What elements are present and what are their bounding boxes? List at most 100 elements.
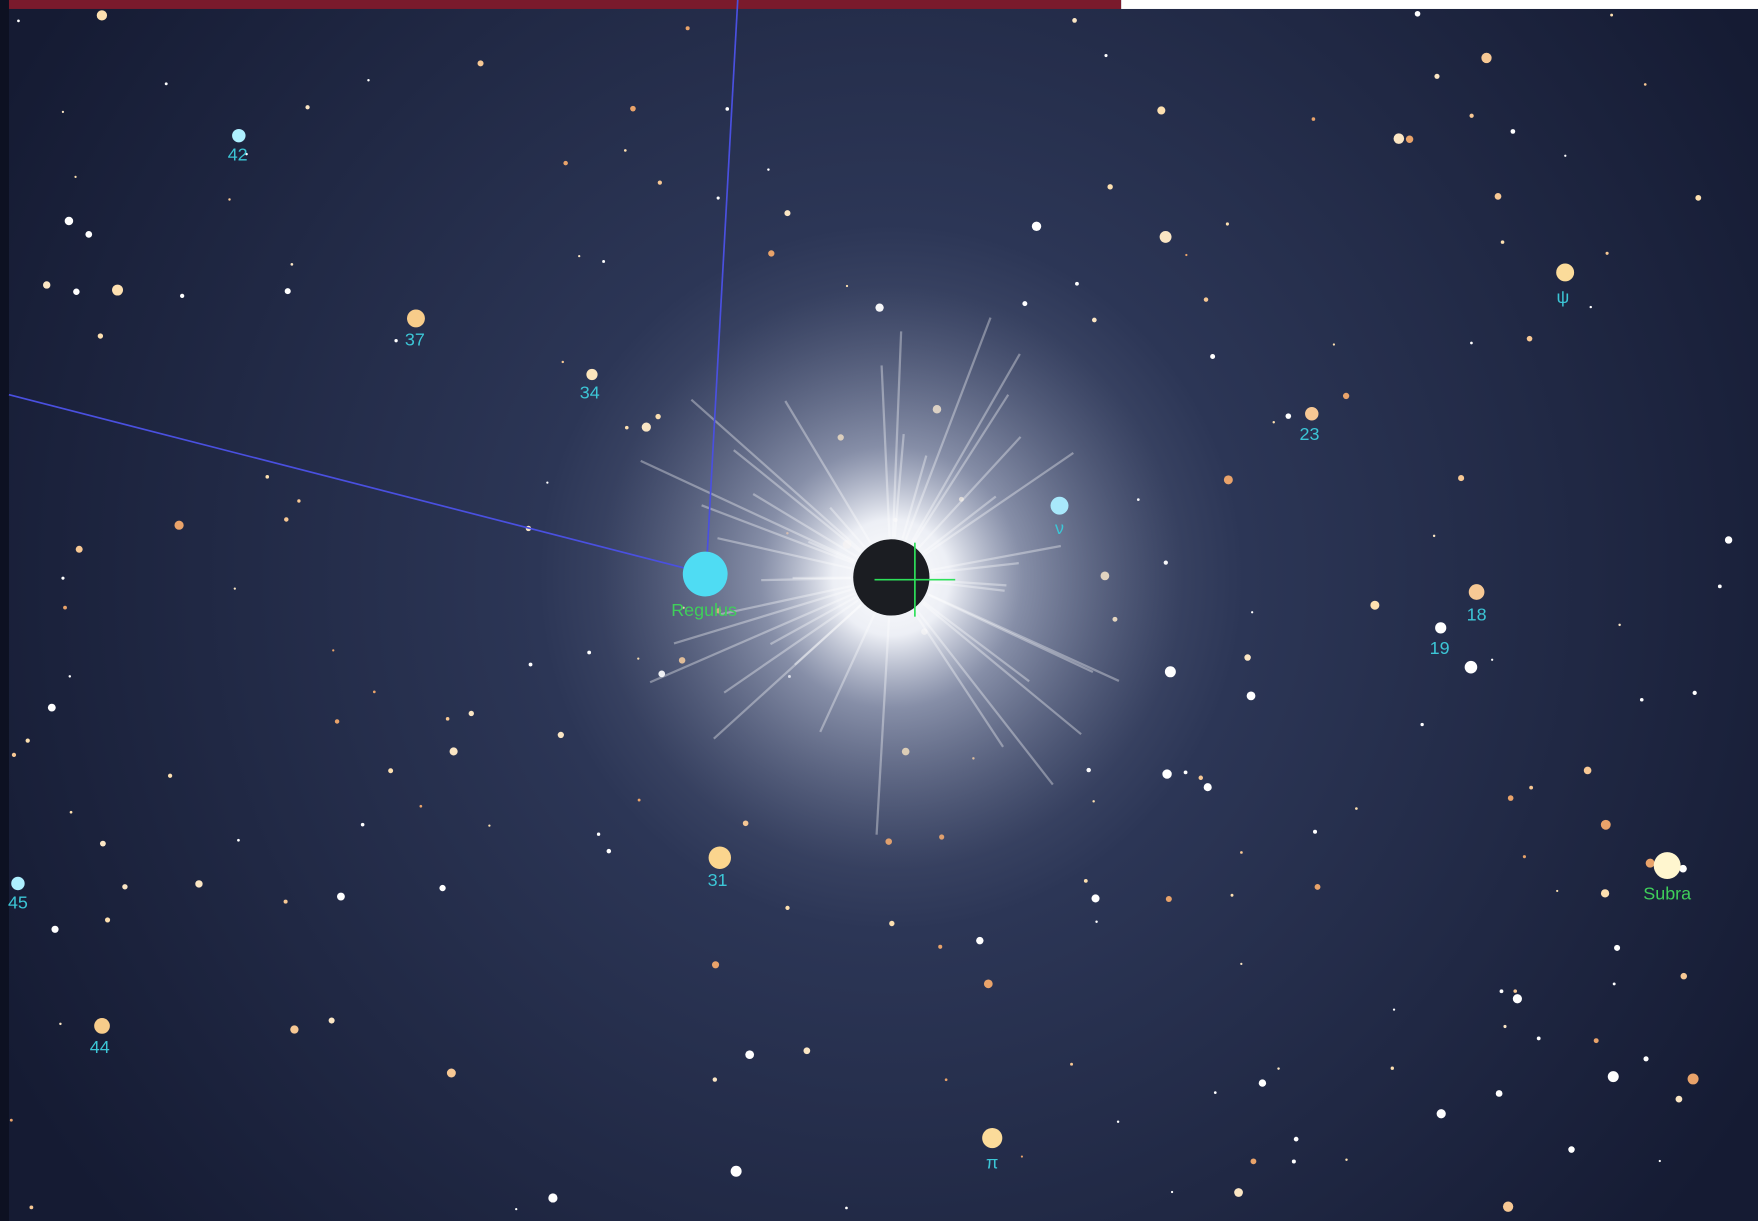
star[interactable] <box>232 129 245 142</box>
background-star <box>1511 129 1516 134</box>
background-star <box>976 937 983 944</box>
background-star <box>73 289 80 296</box>
background-star <box>803 1047 810 1054</box>
background-star <box>1345 1159 1347 1161</box>
background-star <box>447 1069 456 1078</box>
star[interactable] <box>1051 497 1069 515</box>
background-star <box>1491 659 1493 661</box>
star[interactable] <box>709 847 731 869</box>
background-star <box>1527 336 1533 342</box>
background-star <box>712 961 719 968</box>
background-star <box>1434 74 1439 79</box>
background-star <box>1584 767 1592 775</box>
background-star <box>1406 136 1413 143</box>
background-star <box>597 833 600 836</box>
background-star <box>1259 1079 1266 1086</box>
background-star <box>725 107 729 111</box>
background-star <box>1568 1146 1575 1153</box>
background-star <box>174 521 183 530</box>
star-label[interactable]: Subra <box>1643 883 1691 903</box>
star-label[interactable]: π <box>986 1153 998 1173</box>
star-label[interactable]: ψ <box>1557 287 1570 307</box>
star-label[interactable]: 31 <box>708 870 728 890</box>
background-star <box>237 839 240 842</box>
background-star <box>1032 222 1041 231</box>
background-star <box>297 499 300 502</box>
background-star <box>1157 106 1165 114</box>
background-star <box>1355 807 1358 810</box>
background-star <box>367 79 369 81</box>
background-star <box>1095 921 1097 923</box>
star[interactable] <box>94 1018 110 1034</box>
background-star <box>1725 536 1732 543</box>
background-star <box>1251 611 1253 613</box>
background-star <box>1084 879 1088 883</box>
star-label[interactable]: 18 <box>1467 604 1487 624</box>
background-star <box>1286 413 1292 419</box>
background-star <box>889 921 894 926</box>
star[interactable] <box>407 309 425 327</box>
background-star <box>1500 989 1504 993</box>
star[interactable] <box>982 1128 1002 1148</box>
left-edge <box>0 0 9 1221</box>
background-star <box>717 196 720 199</box>
star-label[interactable]: 34 <box>580 382 600 402</box>
star-label[interactable]: 19 <box>1430 638 1450 658</box>
background-star <box>26 739 30 743</box>
star[interactable] <box>1654 852 1681 879</box>
sky-view: 42 37 34 Regulus ν 23 ψ 18 19 31 45 44 π… <box>0 0 1758 1221</box>
background-star <box>1224 475 1233 484</box>
background-star <box>1659 1160 1661 1162</box>
background-star <box>1610 14 1613 17</box>
top-bar <box>0 0 1121 9</box>
background-star <box>97 10 107 20</box>
background-star <box>1643 1056 1648 1061</box>
star-label[interactable]: 45 <box>8 892 28 912</box>
background-star <box>1590 306 1592 308</box>
background-star <box>1640 698 1644 702</box>
background-star <box>1458 475 1464 481</box>
background-star <box>388 768 393 773</box>
background-star <box>1644 83 1647 86</box>
background-star <box>265 475 269 479</box>
background-star <box>373 690 376 693</box>
background-star <box>59 1023 61 1025</box>
star[interactable] <box>1305 407 1318 420</box>
background-star <box>478 60 484 66</box>
background-star <box>1614 945 1620 951</box>
background-star <box>624 149 627 152</box>
background-star <box>1523 855 1526 858</box>
background-star <box>1234 1188 1243 1197</box>
background-star <box>1695 195 1701 201</box>
background-star <box>180 294 184 298</box>
star[interactable] <box>11 877 24 890</box>
background-star <box>228 198 230 200</box>
star[interactable] <box>1435 622 1446 633</box>
star-label[interactable]: 37 <box>405 330 425 350</box>
background-star <box>1204 783 1212 791</box>
background-star <box>546 481 548 483</box>
star[interactable] <box>1556 263 1574 281</box>
background-star <box>488 825 490 827</box>
background-star <box>1393 1009 1395 1011</box>
background-star <box>100 841 106 847</box>
background-star <box>1437 1109 1446 1118</box>
star[interactable] <box>1469 584 1485 600</box>
star[interactable] <box>586 369 597 380</box>
star-label[interactable]: 44 <box>90 1037 110 1057</box>
background-star <box>945 1078 948 1081</box>
background-star <box>122 884 127 889</box>
background-star <box>1313 830 1317 834</box>
background-star <box>234 587 236 589</box>
star-label[interactable]: 23 <box>1300 424 1320 444</box>
background-star <box>515 1208 517 1210</box>
background-star <box>43 281 50 288</box>
moon <box>853 539 929 615</box>
star-label[interactable]: Regulus <box>671 600 737 620</box>
background-star <box>1601 820 1611 830</box>
background-star <box>1273 421 1275 423</box>
star[interactable] <box>683 552 728 597</box>
background-star <box>112 285 123 296</box>
star-label[interactable]: 42 <box>228 145 248 165</box>
star-label[interactable]: ν <box>1055 518 1064 538</box>
